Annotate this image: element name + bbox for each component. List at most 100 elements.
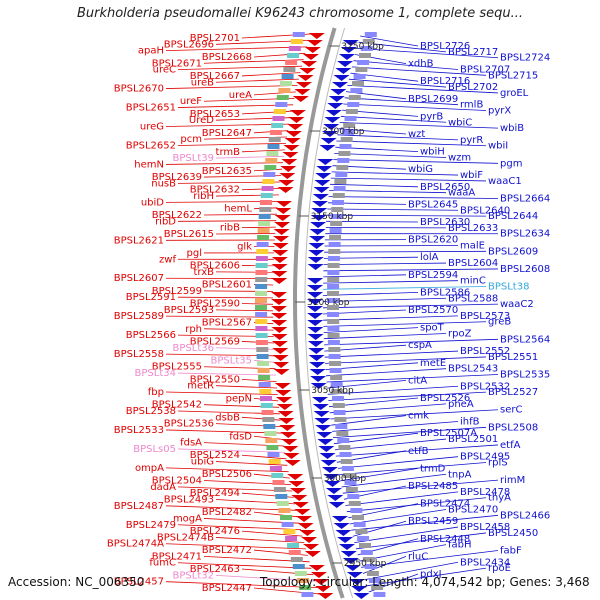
- gene-label-right[interactable]: pyrX: [488, 106, 511, 117]
- gene-label-left[interactable]: ribH: [193, 191, 214, 202]
- gene-label-right[interactable]: BPSL2527: [488, 387, 538, 398]
- gene-label-right[interactable]: waaA: [448, 188, 475, 199]
- gene-label-left[interactable]: BPSL2533: [114, 425, 164, 436]
- gene-label-right[interactable]: BPSL2633: [448, 223, 498, 234]
- gene-label-left[interactable]: apaH: [138, 46, 164, 57]
- gene-label-left[interactable]: BPSLt39: [173, 153, 214, 164]
- gene-label-right[interactable]: fabH: [448, 540, 472, 551]
- gene-label-right[interactable]: BPSL2586: [420, 287, 470, 298]
- gene-label-right[interactable]: BPSL2478: [460, 487, 510, 498]
- gene-label-right[interactable]: BPSL2535: [500, 370, 550, 381]
- gene-label-right[interactable]: BPSL2702: [448, 82, 498, 93]
- gene-label-left[interactable]: BPSL2652: [126, 140, 176, 151]
- gene-label-right[interactable]: BPSL2634: [500, 229, 550, 240]
- gene-label-right[interactable]: cspA: [408, 340, 432, 351]
- gene-label-right[interactable]: wbiF: [460, 170, 483, 181]
- gene-label-right[interactable]: wbiC: [448, 117, 472, 128]
- gene-label-right[interactable]: waaC2: [500, 299, 534, 310]
- gene-label-right[interactable]: BPSL2501: [448, 434, 498, 445]
- gene-label-right[interactable]: BPSL2552: [460, 346, 510, 357]
- gene-label-left[interactable]: zwf: [159, 254, 176, 265]
- gene-label-left[interactable]: BPSL2476: [190, 526, 240, 537]
- gene-label-right[interactable]: BPSL2640: [460, 205, 510, 216]
- gene-label-right[interactable]: ihfB: [460, 416, 480, 427]
- gene-label-right[interactable]: rimM: [500, 475, 525, 486]
- gene-label-right[interactable]: lolA: [420, 252, 439, 263]
- gene-label-right[interactable]: spoT: [420, 323, 445, 334]
- gene-label-left[interactable]: BPSL2566: [126, 330, 176, 341]
- gene-label-left[interactable]: ureF: [180, 96, 202, 107]
- gene-label-right[interactable]: BPSL2716: [420, 76, 470, 87]
- gene-label-left[interactable]: ureA: [229, 90, 252, 101]
- gene-label-right[interactable]: pyrB: [420, 111, 443, 122]
- gene-label-left[interactable]: UreD: [189, 115, 214, 126]
- gene-label-left[interactable]: BPSL2632: [190, 185, 240, 196]
- gene-label-right[interactable]: BPSL2450: [488, 528, 538, 539]
- gene-label-left[interactable]: BPSL2493: [164, 494, 214, 505]
- gene-label-left[interactable]: BPSL2651: [126, 103, 176, 114]
- gene-label-left[interactable]: BPSL2601: [202, 280, 252, 291]
- gene-label-right[interactable]: etfA: [500, 440, 521, 451]
- gene-label-right[interactable]: BPSL2508: [488, 422, 538, 433]
- gene-label-left[interactable]: BPSL2606: [190, 261, 240, 272]
- gene-label-left[interactable]: BPSL2615: [164, 229, 214, 240]
- gene-label-left[interactable]: BPSL2701: [190, 33, 240, 44]
- gene-label-right[interactable]: citA: [408, 375, 427, 386]
- gene-label-left[interactable]: ureG: [140, 122, 164, 133]
- gene-label-left[interactable]: BPSL2479: [126, 520, 176, 531]
- gene-label-right[interactable]: BPSL2699: [408, 94, 458, 105]
- gene-label-right[interactable]: malE: [460, 240, 485, 251]
- gene-label-left[interactable]: BPSL2550: [190, 374, 240, 385]
- gene-label-left[interactable]: BPSL2542: [152, 400, 202, 411]
- gene-label-right[interactable]: rmlB: [460, 100, 483, 111]
- gene-label-right[interactable]: BPSL2495: [460, 452, 510, 463]
- gene-label-left[interactable]: ubiD: [141, 197, 164, 208]
- gene-label-left[interactable]: hemL: [224, 204, 252, 215]
- gene-label-left[interactable]: BPSL2621: [114, 235, 164, 246]
- gene-label-right[interactable]: wbiI: [488, 141, 508, 152]
- gene-label-left[interactable]: ureB: [191, 77, 214, 88]
- gene-label-left[interactable]: ureC: [153, 65, 176, 76]
- gene-label-left[interactable]: BPSLs05: [133, 444, 176, 455]
- gene-label-right[interactable]: thyA: [488, 493, 511, 504]
- gene-label-left[interactable]: fbp: [148, 387, 164, 398]
- gene-label-right[interactable]: BPSL2664: [500, 194, 550, 205]
- gene-label-right[interactable]: BPSL2485: [408, 481, 458, 492]
- gene-label-left[interactable]: BPSL2472: [202, 545, 252, 556]
- gene-label-right[interactable]: BPSLt38: [488, 282, 529, 293]
- gene-label-right[interactable]: BPSL2543: [448, 364, 498, 375]
- gene-label-left[interactable]: fdsA: [180, 438, 202, 449]
- gene-label-right[interactable]: pheA: [448, 399, 474, 410]
- gene-label-right[interactable]: rplS: [488, 458, 508, 469]
- gene-label-right[interactable]: rluC: [408, 551, 428, 562]
- gene-label-left[interactable]: BPSL2474B: [157, 532, 214, 543]
- gene-label-right[interactable]: xdhB: [408, 59, 434, 70]
- gene-label-left[interactable]: mogA: [173, 513, 202, 524]
- gene-label-right[interactable]: BPSL2608: [500, 264, 550, 275]
- gene-label-left[interactable]: trxB: [193, 267, 214, 278]
- gene-label-right[interactable]: waaC1: [488, 176, 522, 187]
- gene-label-left[interactable]: BPSL2538: [126, 406, 176, 417]
- gene-label-right[interactable]: pgm: [500, 158, 522, 169]
- gene-label-left[interactable]: fumC: [149, 558, 176, 569]
- gene-label-left[interactable]: BPSL2536: [164, 419, 214, 430]
- gene-label-left[interactable]: BPSL2593: [164, 305, 214, 316]
- gene-label-right[interactable]: BPSL2507A: [420, 428, 477, 439]
- gene-label-left[interactable]: BPSL2622: [152, 210, 202, 221]
- gene-label-left[interactable]: BPSL2591: [126, 292, 176, 303]
- gene-label-left[interactable]: pgl: [187, 248, 202, 259]
- gene-label-left[interactable]: ribD: [155, 216, 176, 227]
- gene-label-left[interactable]: BPSLt34: [135, 368, 176, 379]
- gene-label-right[interactable]: BPSL2474: [420, 499, 470, 510]
- gene-label-right[interactable]: BPSL2458: [460, 522, 510, 533]
- gene-label-right[interactable]: serC: [500, 405, 522, 416]
- gene-label-right[interactable]: BPSL2717: [448, 47, 498, 58]
- gene-label-left[interactable]: BPSLt35: [211, 355, 252, 366]
- gene-label-left[interactable]: BPSLt32: [173, 570, 214, 581]
- gene-label-right[interactable]: BPSL2645: [408, 199, 458, 210]
- gene-label-left[interactable]: BPSL2653: [190, 109, 240, 120]
- gene-label-left[interactable]: BPSL2667: [190, 71, 240, 82]
- gene-label-right[interactable]: wbiB: [500, 123, 524, 134]
- gene-label-right[interactable]: wzt: [408, 129, 425, 140]
